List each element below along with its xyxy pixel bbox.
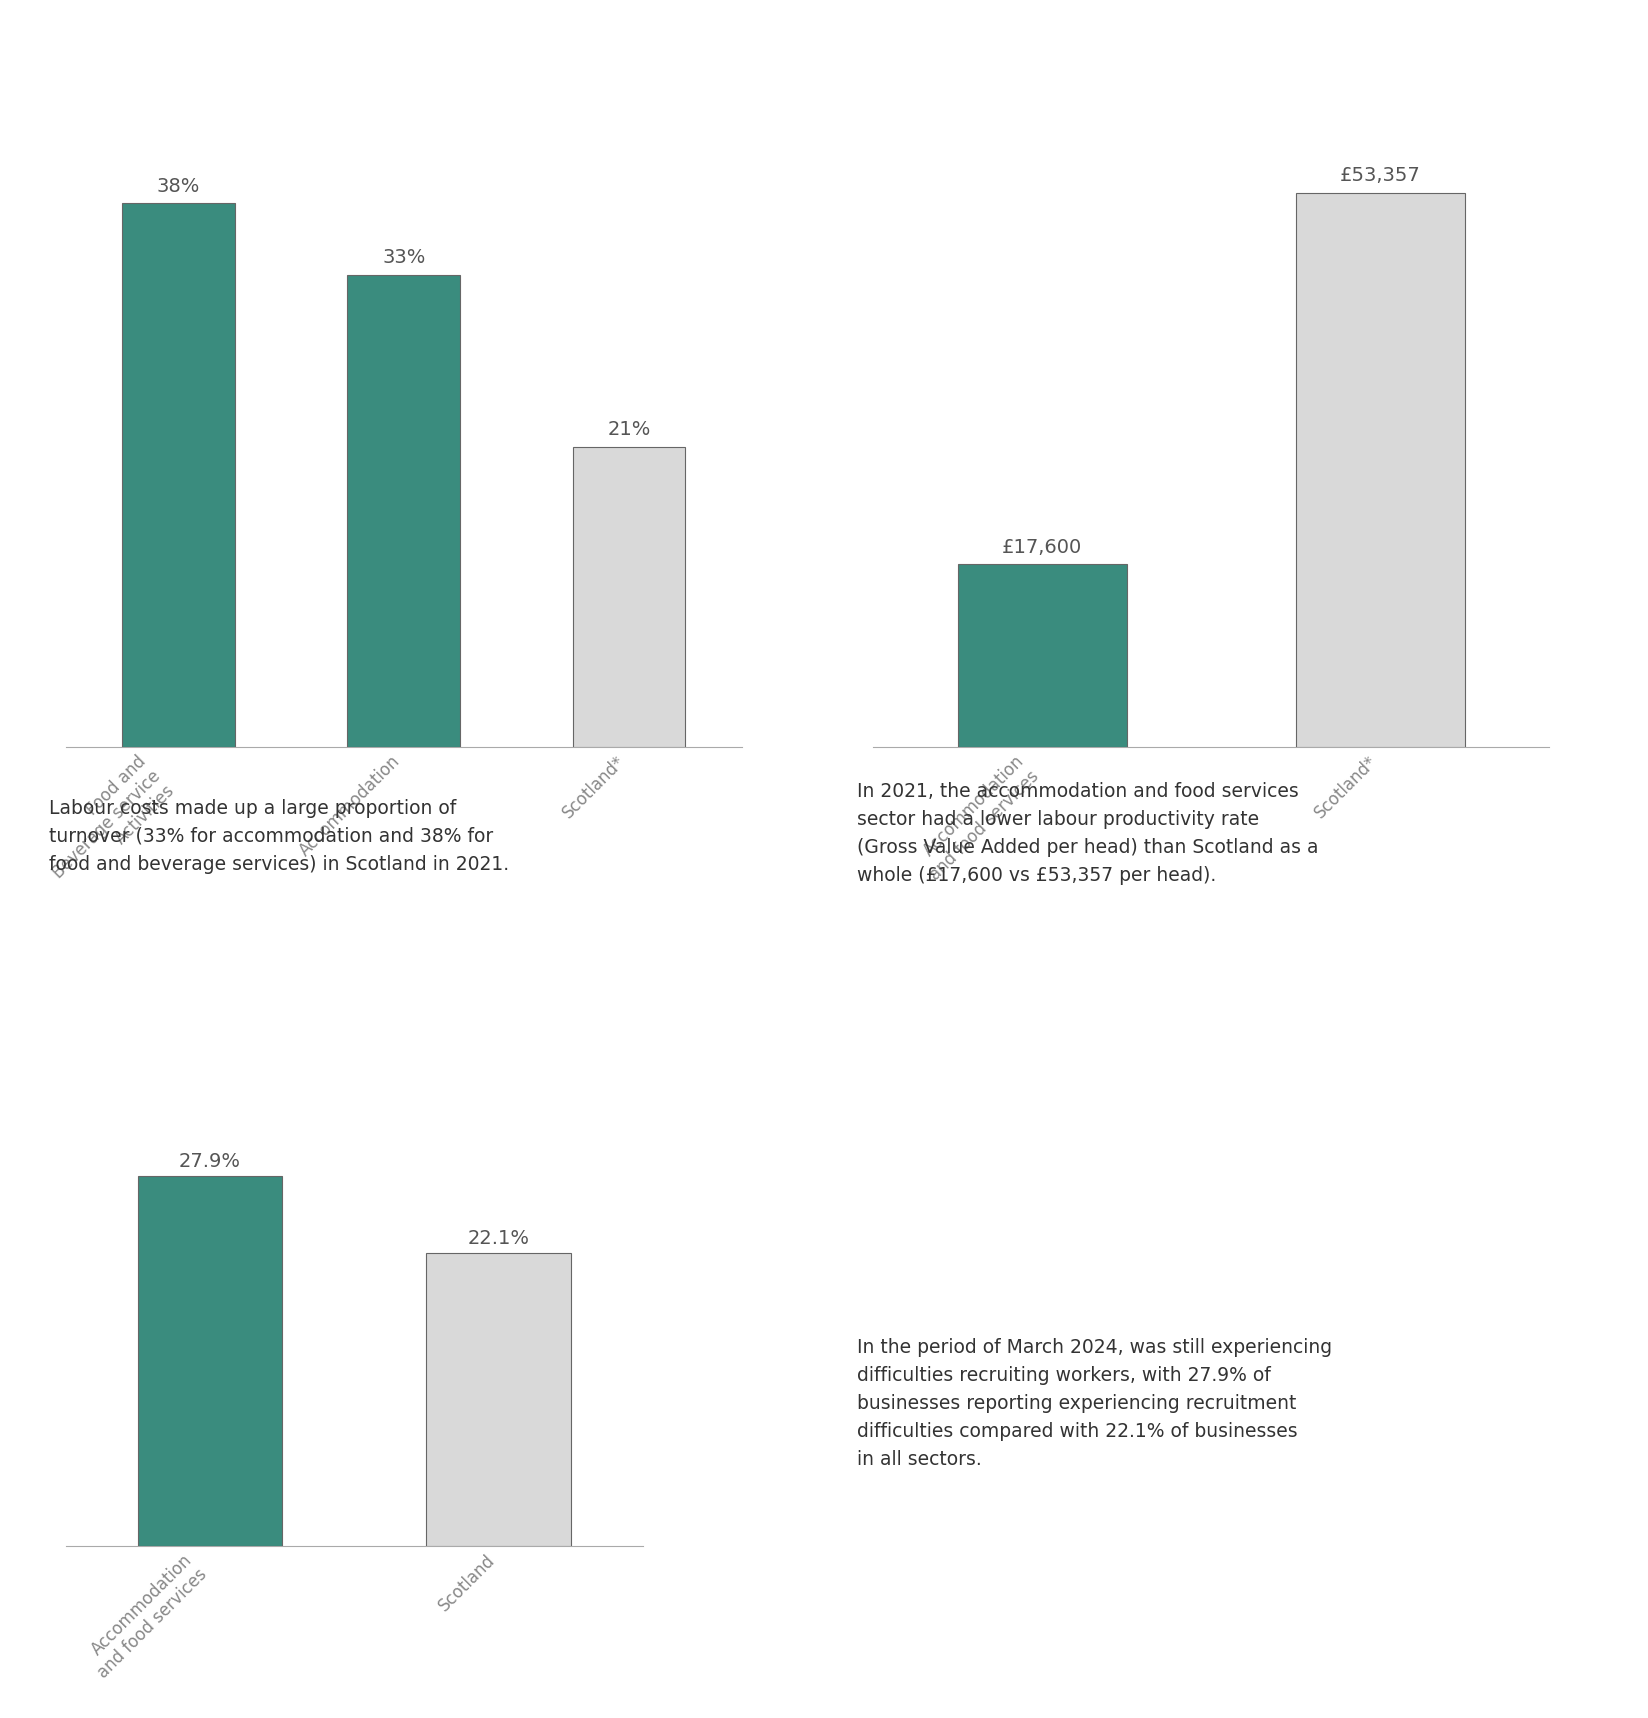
Bar xyxy=(122,203,234,747)
Text: £53,357: £53,357 xyxy=(1340,167,1421,186)
Text: 27.9%: 27.9% xyxy=(180,1151,241,1172)
Text: 33%: 33% xyxy=(382,247,425,268)
Text: 38%: 38% xyxy=(157,177,199,196)
Bar xyxy=(348,275,460,747)
Bar xyxy=(427,1254,570,1546)
Text: Labour costs made up a large proportion of
turnover (33% for accommodation and 3: Labour costs made up a large proportion … xyxy=(49,799,509,874)
Bar xyxy=(1295,192,1465,747)
Text: In the period of March 2024, was still experiencing
difficulties recruiting work: In the period of March 2024, was still e… xyxy=(857,1338,1332,1469)
Bar xyxy=(572,447,686,747)
Text: £17,600: £17,600 xyxy=(1002,538,1083,557)
Bar xyxy=(138,1177,282,1546)
Text: 21%: 21% xyxy=(608,419,651,440)
Bar xyxy=(957,565,1127,747)
Text: In 2021, the accommodation and food services
sector had a lower labour productiv: In 2021, the accommodation and food serv… xyxy=(857,782,1318,885)
Text: 22.1%: 22.1% xyxy=(468,1228,529,1247)
